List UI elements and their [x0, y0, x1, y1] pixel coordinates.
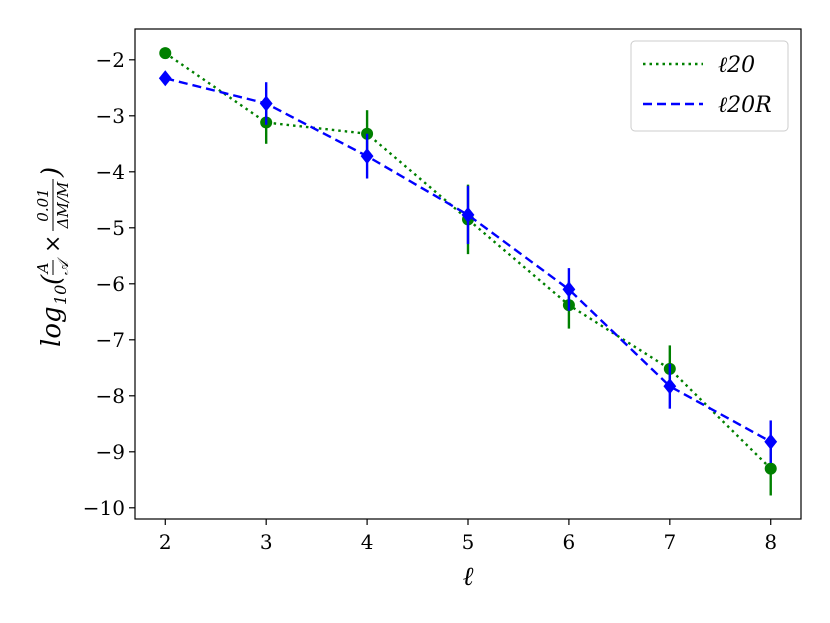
y-axis-label-base: log: [37, 306, 67, 347]
data-point: [764, 462, 777, 475]
y-tick-label: −6: [96, 272, 125, 296]
y-axis-label-open: (: [37, 274, 67, 285]
y-axis-label-frac2-num: 0.01: [34, 188, 52, 221]
y-axis-label-close: ): [37, 167, 67, 178]
x-tick-label: 4: [361, 530, 374, 554]
legend-label: ℓ20R: [718, 93, 772, 118]
x-tick-label: 5: [462, 530, 475, 554]
data-point: [562, 281, 576, 298]
series-2: [158, 70, 778, 463]
x-tick-label: 3: [260, 530, 273, 554]
data-point: [461, 206, 475, 223]
x-tick-label: 7: [663, 530, 676, 554]
series-layer: [158, 47, 778, 496]
x-axis-label: ℓ: [463, 562, 474, 592]
y-tick-label: −8: [96, 384, 125, 408]
y-tick-label: −2: [96, 48, 125, 72]
y-axis-label-sub: 10: [51, 285, 70, 305]
y-axis-label-frac2-den: ΔM/M: [54, 181, 72, 229]
x-tick-label: 2: [159, 530, 172, 554]
y-tick-label: −7: [96, 328, 125, 352]
data-point: [259, 95, 273, 112]
data-point: [663, 378, 677, 395]
x-tick-label: 6: [563, 530, 576, 554]
y-tick-label: −10: [83, 496, 125, 520]
data-point: [158, 70, 172, 87]
y-axis-label-frac1-num: A: [34, 262, 52, 275]
data-point: [764, 433, 778, 450]
data-point: [159, 47, 172, 60]
y-tick-label: −9: [96, 440, 125, 464]
y-tick-label: −3: [96, 104, 125, 128]
data-point: [360, 148, 374, 165]
x-tick-label: 8: [764, 530, 777, 554]
y-tick-label: −5: [96, 216, 125, 240]
ticks-layer: 2 3 4 5 6 7 8 −2 −3 −4 −5 −6 −7 −8 −9 −10: [83, 48, 777, 554]
legend-label: ℓ20: [718, 53, 755, 78]
y-axis-label-times: ×: [41, 235, 66, 253]
y-tick-label: −4: [96, 160, 125, 184]
legend: ℓ20 ℓ20R: [630, 40, 789, 132]
